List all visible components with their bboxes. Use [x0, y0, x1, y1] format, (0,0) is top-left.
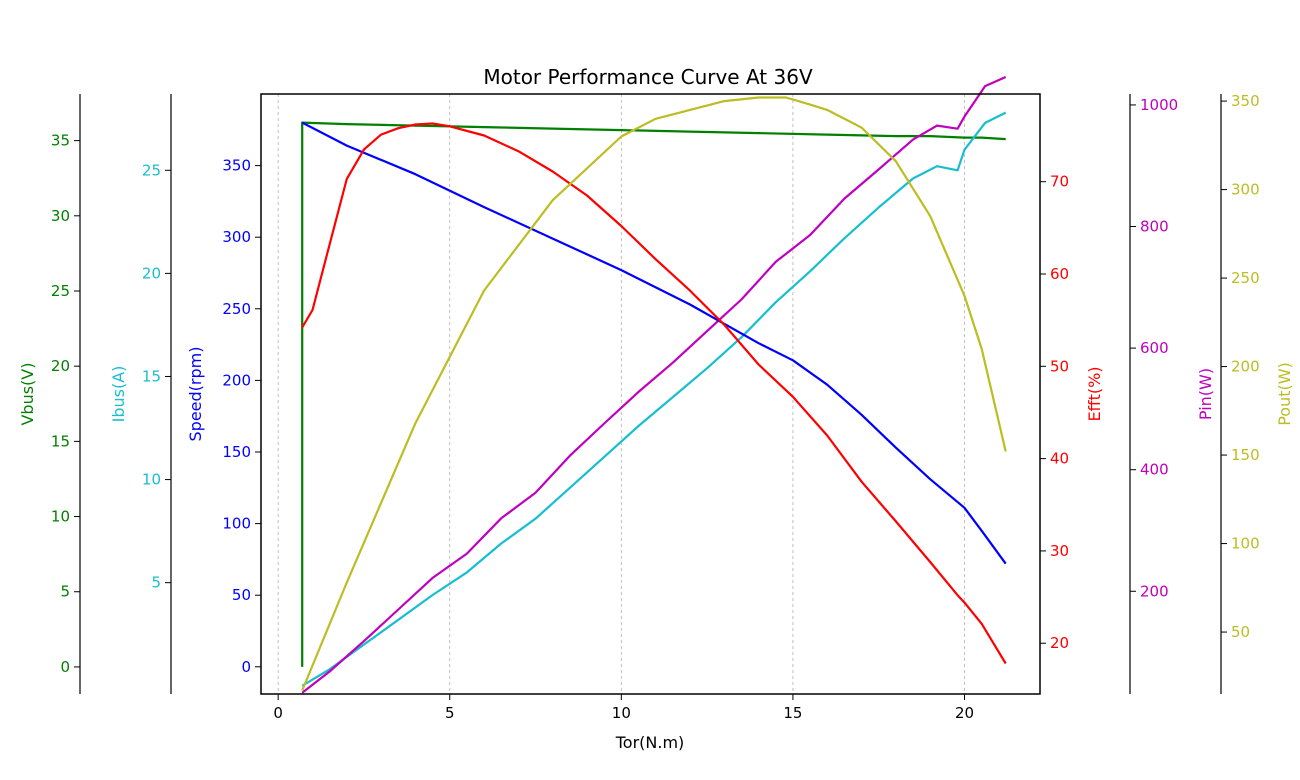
- pin-axis: 200 400 600 800 1000 Pin(W): [1129, 94, 1215, 694]
- pout-tick-label: 350: [1231, 92, 1260, 110]
- pin-tick-label: 200: [1140, 582, 1169, 600]
- vbus-axis-label: Vbus(V): [18, 362, 37, 425]
- speed-tick-label: 150: [222, 443, 251, 461]
- ibus-axis-label: Ibus(A): [109, 366, 128, 423]
- speed-tick-label: 0: [241, 658, 251, 676]
- ibus-series-line: [301, 111, 1007, 687]
- eff-tick-label: 50: [1050, 357, 1069, 375]
- pin-tick-label: 600: [1140, 339, 1169, 357]
- chart-title: Motor Performance Curve At 36V: [483, 65, 813, 89]
- ibus-tick-label: 25: [142, 161, 161, 179]
- pout-tick-label: 100: [1231, 535, 1260, 553]
- vbus-tick-label: 35: [51, 132, 70, 150]
- speed-tick-label: 100: [222, 515, 251, 533]
- pin-tick-label: 400: [1140, 461, 1169, 479]
- grid-lines: [277, 94, 965, 694]
- pin-tick-label: 800: [1140, 218, 1169, 236]
- vbus-tick-label: 0: [60, 658, 70, 676]
- eff-tick-label: 70: [1050, 173, 1069, 191]
- pout-tick-label: 150: [1231, 446, 1260, 464]
- eff-tick-label: 20: [1050, 634, 1069, 652]
- pin-tick-label: 1000: [1140, 96, 1178, 114]
- ibus-tick-label: 5: [151, 574, 161, 592]
- eff-tick-label: 60: [1050, 265, 1069, 283]
- eff-series-line: [301, 122, 1007, 665]
- pout-axis: 50 100 150 200 250 300 350 Pout(W): [1220, 92, 1294, 694]
- speed-axis: 0 50 100 150 200 250 300 350 Speed(rpm): [186, 157, 261, 676]
- ibus-tick-label: 10: [142, 471, 161, 489]
- x-tick-label: 10: [612, 704, 631, 722]
- eff-axis: 20 30 40 50 60 70 Efft(%): [1040, 173, 1104, 652]
- ibus-axis: 5 10 15 20 25 Ibus(A): [109, 94, 172, 694]
- vbus-tick-label: 25: [51, 282, 70, 300]
- speed-tick-label: 300: [222, 228, 251, 246]
- pin-axis-label: Pin(W): [1196, 368, 1215, 420]
- x-tick-label: 5: [445, 704, 455, 722]
- pout-tick-label: 50: [1231, 623, 1250, 641]
- vbus-tick-label: 30: [51, 207, 70, 225]
- speed-tick-label: 350: [222, 157, 251, 175]
- pin-series-line: [301, 75, 1007, 694]
- eff-axis-label: Efft(%): [1085, 366, 1104, 421]
- pout-axis-label: Pout(W): [1275, 362, 1294, 426]
- pout-tick-label: 300: [1231, 181, 1260, 199]
- pout-tick-label: 250: [1231, 269, 1260, 287]
- speed-tick-label: 50: [232, 586, 251, 604]
- pout-tick-label: 200: [1231, 358, 1260, 376]
- series-lines: [301, 75, 1007, 694]
- speed-tick-label: 200: [222, 371, 251, 389]
- speed-series-line: [301, 121, 1007, 565]
- x-tick-label: 20: [955, 704, 974, 722]
- x-tick-label: 0: [273, 704, 283, 722]
- pout-series-line: [301, 96, 1007, 691]
- eff-tick-label: 30: [1050, 542, 1069, 560]
- x-tick-label: 15: [783, 704, 802, 722]
- vbus-axis: 0 5 10 15 20 25 30 35 Vbus(V): [18, 94, 81, 694]
- axes: 0 5 10 15 2005101520253035Vbus(V)510152025Ib…: [18, 92, 1294, 722]
- plot-frame: [260, 93, 1041, 695]
- vbus-tick-label: 15: [51, 432, 70, 450]
- eff-tick-label: 40: [1050, 450, 1069, 468]
- vbus-tick-label: 5: [60, 583, 70, 601]
- speed-tick-label: 250: [222, 300, 251, 318]
- vbus-series-line: [301, 121, 1006, 667]
- ibus-tick-label: 20: [142, 264, 161, 282]
- speed-axis-label: Speed(rpm): [186, 347, 205, 442]
- x-axis-label: Tor(N.m): [615, 733, 685, 752]
- vbus-tick-label: 10: [51, 508, 70, 526]
- vbus-tick-label: 20: [51, 357, 70, 375]
- ibus-tick-label: 15: [142, 367, 161, 385]
